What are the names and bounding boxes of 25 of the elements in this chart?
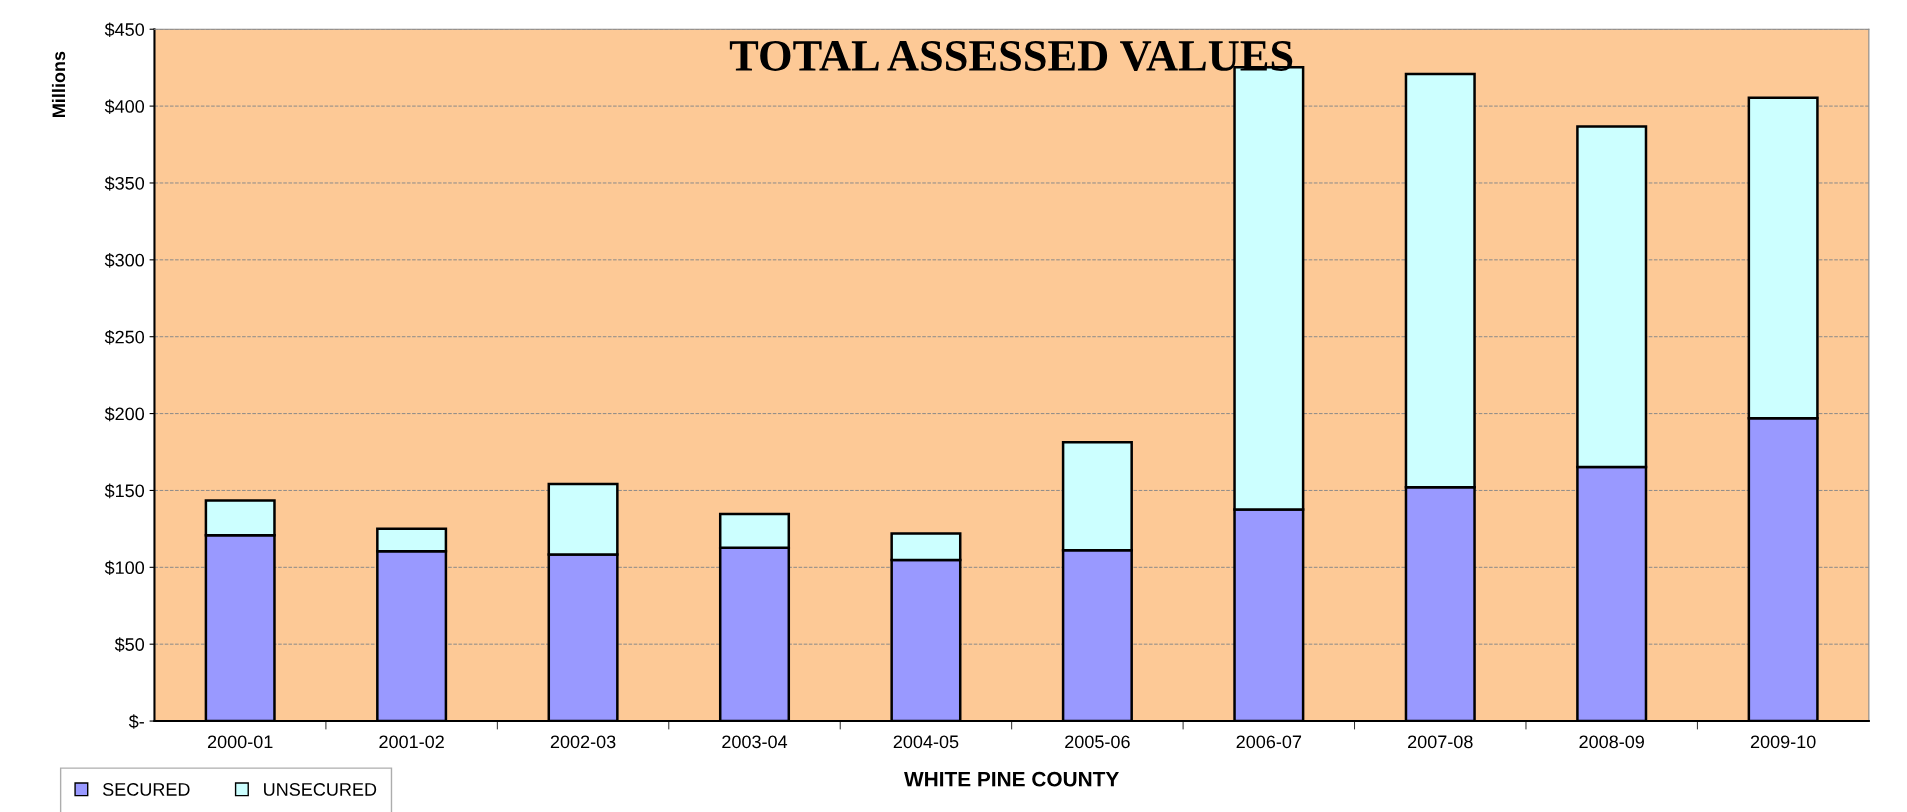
y-tick-label: $400 [104,99,145,114]
chart-title: TOTAL ASSESSED VALUES [729,41,1293,72]
y-tick-label: $200 [104,406,145,422]
y-tick-label: $300 [104,253,145,268]
y-tick-label: $350 [104,176,145,191]
legend-label: UNSECURED [264,783,377,796]
y-tick-label: $250 [104,329,145,345]
x-tick-label: 2009-10 [1750,735,1816,749]
y-tick-label: $150 [104,483,145,499]
y-axis-title: Millions [51,51,66,117]
x-tick-label: 2003-04 [722,735,788,749]
x-tick-label: 2002-03 [550,735,616,749]
y-tick-label: $100 [104,560,145,576]
x-tick-label: 2008-09 [1579,735,1644,749]
x-tick-label: 2006-07 [1236,735,1302,749]
x-tick-label: 2005-06 [1065,735,1130,749]
legend-label: SECURED [102,783,190,796]
x-tick-label: 2001-02 [379,735,444,749]
x-tick-label: 2000-01 [207,735,273,749]
x-tick-label: 2004-05 [893,735,959,749]
y-tick-label: $450 [104,22,145,38]
y-tick-label: $- [128,714,144,729]
x-tick-label: 2007-08 [1408,735,1473,749]
y-tick-label: $50 [114,637,145,652]
x-axis-title: WHITE PINE COUNTY [904,771,1119,787]
